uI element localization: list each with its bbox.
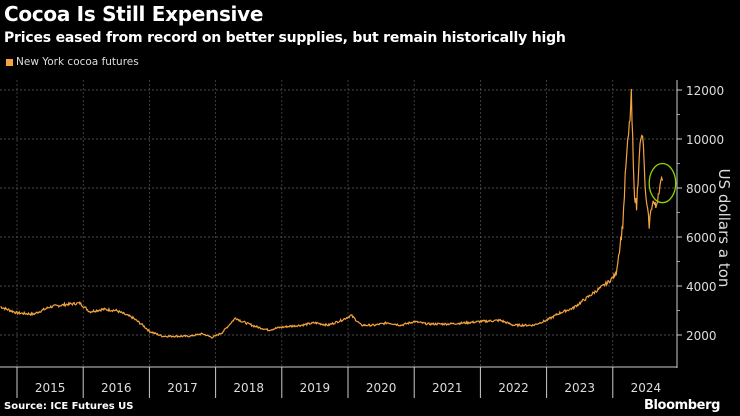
y-tick-label: 10000	[686, 133, 724, 147]
source-note: Source: ICE Futures US	[4, 401, 134, 412]
y-tick-label: 6000	[686, 231, 717, 245]
x-tick-label: 2018	[233, 381, 264, 395]
highlight-ellipse	[648, 162, 677, 204]
legend-swatch	[6, 58, 13, 66]
x-tick-label: 2024	[631, 381, 662, 395]
y-tick-label: 12000	[686, 84, 724, 98]
y-axis-label: US dollars a ton	[715, 168, 733, 288]
y-tick-label: 2000	[686, 329, 717, 343]
x-tick-label: 2021	[432, 381, 463, 395]
series-line-cocoa-futures	[0, 88, 664, 339]
x-tick-label: 2020	[366, 381, 397, 395]
y-tick-label: 8000	[686, 182, 717, 196]
x-tick-label: 2022	[498, 381, 529, 395]
chart-subtitle: Prices eased from record on better suppl…	[4, 30, 566, 46]
legend: New York cocoa futures	[6, 56, 139, 68]
y-tick-label: 4000	[686, 280, 717, 294]
x-tick-label: 2019	[300, 381, 331, 395]
chart-title: Cocoa Is Still Expensive	[4, 2, 264, 26]
x-tick-label: 2023	[564, 381, 595, 395]
x-tick-label: 2017	[167, 381, 198, 395]
x-tick-label: 2015	[35, 381, 66, 395]
legend-label: New York cocoa futures	[16, 56, 139, 68]
bloomberg-logo: Bloomberg	[643, 398, 720, 413]
x-tick-label: 2016	[101, 381, 132, 395]
